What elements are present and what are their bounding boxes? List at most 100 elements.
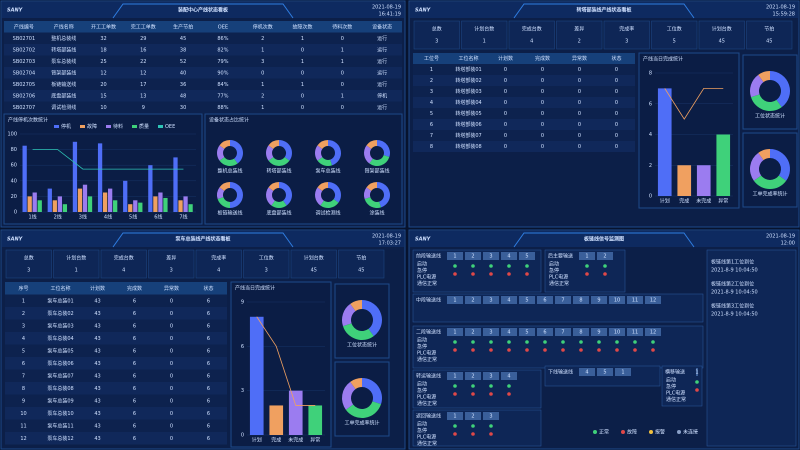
table-cell: 40 — [180, 70, 186, 76]
slot-number: 9 — [597, 298, 600, 304]
table-cell: 0 — [578, 122, 581, 128]
donut-segment — [377, 182, 390, 208]
table-header: 状态 — [203, 285, 213, 292]
table-cell: 52 — [180, 59, 186, 65]
status-dot — [543, 348, 547, 352]
y-tick-label: 20 — [11, 194, 17, 200]
status-dot — [489, 384, 493, 388]
table-cell: 43 — [94, 361, 100, 367]
slot-box — [615, 368, 631, 376]
slot-number: 3 — [489, 330, 492, 336]
summary-cell — [508, 20, 555, 50]
slot-box — [447, 296, 463, 304]
table-cell: 10 — [20, 411, 26, 417]
summary-cell — [100, 249, 147, 279]
summary-value: 5 — [673, 39, 676, 45]
legend-label: 报警 — [655, 429, 665, 436]
table-row — [413, 130, 635, 141]
donut-segment — [366, 182, 377, 191]
header-bar — [410, 2, 798, 18]
slot-number: 7 — [561, 330, 564, 336]
table-cell: 停机 — [377, 92, 387, 99]
table-cell: 泵车总装11 — [47, 422, 73, 429]
table-row — [5, 382, 227, 395]
table-header: 待料次数 — [332, 23, 352, 30]
slot-box — [465, 296, 481, 304]
table-cell: 0 — [541, 100, 544, 106]
summary-label: 工位数 — [667, 26, 682, 33]
table-row — [5, 307, 227, 320]
donut-segment — [753, 175, 787, 190]
slot-box — [447, 252, 463, 260]
table-cell: 0 — [504, 144, 507, 150]
table-cell: 0 — [170, 386, 173, 392]
donut-label: 转塔部装线 — [266, 168, 291, 175]
table-row — [5, 357, 227, 370]
table-cell: 6 — [430, 122, 433, 128]
table-cell: 泵车总装10 — [47, 410, 73, 417]
table-header-bg — [413, 53, 635, 64]
bar — [158, 192, 163, 212]
slot-box — [447, 328, 463, 336]
table-cell: 43 — [94, 311, 100, 317]
slot-box — [591, 296, 607, 304]
summary-value: 1 — [483, 39, 486, 45]
donut-label: 整机总装线 — [217, 168, 242, 175]
table-cell: 6 — [22, 361, 25, 367]
table-row — [4, 55, 402, 67]
slot-number: 5 — [603, 370, 606, 376]
table-cell: 6 — [133, 361, 136, 367]
status-dot — [453, 340, 457, 344]
slot-number: 6 — [543, 330, 546, 336]
table-row — [5, 432, 227, 445]
table-cell: 0 — [170, 361, 173, 367]
status-dot — [489, 392, 493, 396]
status-dot — [615, 340, 619, 344]
signal-label: PLC电源 — [417, 434, 436, 441]
status-dot — [489, 340, 493, 344]
table-cell: 2 — [261, 36, 264, 42]
table-row — [5, 344, 227, 357]
table-cell: SB02702 — [13, 47, 36, 53]
donut-label: 工单完成率统计 — [752, 191, 787, 198]
header-date: 2021-08-19 — [766, 234, 795, 240]
slot-number: 10 — [614, 298, 620, 304]
table-cell: 6 — [133, 436, 136, 442]
table-header: 计划数 — [90, 285, 105, 292]
header-bar — [2, 2, 404, 18]
status-dot — [525, 348, 529, 352]
status-dot — [525, 340, 529, 344]
group-title: 前段输送线 — [416, 253, 441, 260]
bar — [183, 196, 188, 212]
table-cell: 32 — [100, 36, 106, 42]
table-cell: 0 — [170, 311, 173, 317]
table-row — [413, 108, 635, 119]
summary-label: 完成台数 — [114, 255, 134, 262]
signal-label: PLC电源 — [666, 390, 685, 397]
status-dot — [453, 272, 457, 276]
donut-segment — [266, 187, 275, 206]
status-dot — [471, 384, 475, 388]
table-cell: 16 — [140, 47, 146, 53]
summary-value: 45 — [766, 39, 772, 45]
bar — [62, 204, 68, 212]
signal-label: 启动 — [417, 337, 427, 344]
table-cell: 43 — [94, 298, 100, 304]
table-cell: 2 — [261, 93, 264, 99]
logo: SANY — [415, 8, 432, 14]
status-dot — [561, 340, 565, 344]
log-text: 板链线第1工位到位 — [711, 259, 754, 266]
header-title: 装配中心产线状态看板 — [177, 7, 229, 14]
table-cell: 79% — [217, 59, 228, 65]
signal-label: PLC电源 — [417, 394, 436, 401]
slot-box — [483, 372, 499, 380]
table-cell: 5 — [430, 111, 433, 117]
table-cell: 0 — [301, 47, 304, 53]
table-cell: 泵车总装01 — [47, 297, 73, 304]
table-cell: 43 — [94, 348, 100, 354]
table-cell: 0 — [541, 133, 544, 139]
header-ornament — [513, 232, 695, 248]
donut-segment — [364, 145, 373, 164]
bar — [308, 405, 323, 435]
table-header-bg — [4, 21, 402, 33]
